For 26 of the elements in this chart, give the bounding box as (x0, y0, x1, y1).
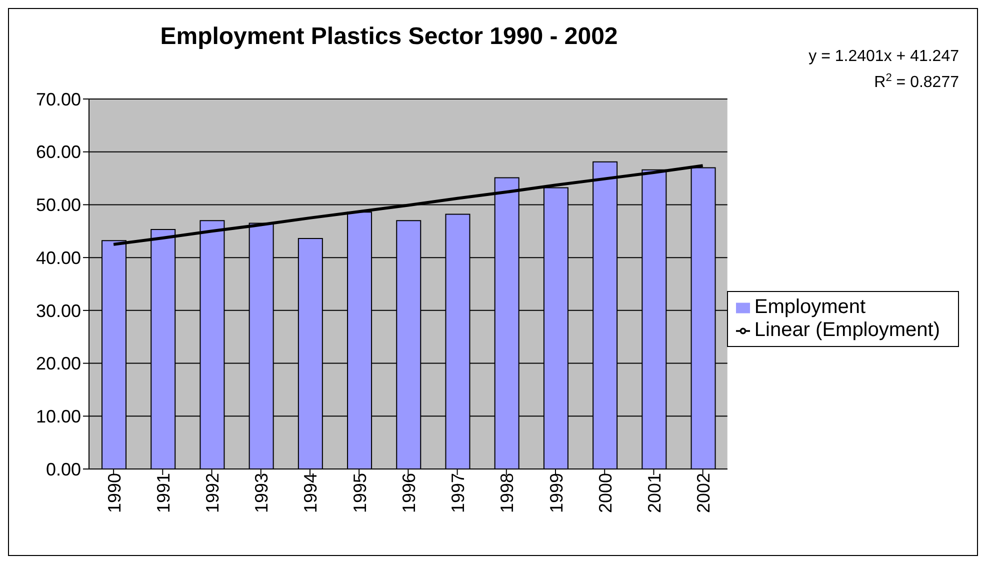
legend-label: Employment (754, 296, 866, 318)
y-tick-label: 20.00 (36, 354, 81, 374)
x-tick-label: 1999 (546, 473, 566, 514)
text: y = 1.2401x + 41.247 (808, 48, 960, 65)
x-tick-label: 1993 (252, 473, 272, 514)
y-tick-label: 40.00 (36, 248, 81, 268)
x-tick-label: 1994 (300, 473, 321, 514)
y-tick-label: 0.00 (46, 459, 81, 480)
x-tick-label: 1998 (497, 473, 518, 514)
x-tick-label: 2001 (644, 473, 664, 514)
x-tick-label: 1995 (350, 473, 370, 514)
y-tick-label: 60.00 (36, 142, 81, 162)
x-tick-label: 2002 (694, 473, 714, 514)
y-tick-label: 50.00 (36, 195, 81, 216)
legend-label: Linear (Employment) (754, 319, 940, 341)
chart-title: Employment Plastics Sector 1990 - 2002 (159, 23, 619, 51)
x-tick-label: 2000 (595, 473, 616, 514)
y-tick-label: 70.00 (36, 89, 81, 110)
x-tick-label: 1997 (448, 473, 468, 514)
x-tick-label: 1996 (398, 473, 419, 514)
x-tick-label: 1990 (104, 473, 124, 514)
x-tick-label: 1992 (202, 473, 223, 514)
y-tick-label: 30.00 (36, 300, 81, 321)
x-tick-label: 1991 (153, 473, 174, 514)
text: R$^{2}$ = 0.8277 (874, 72, 960, 91)
y-tick-label: 10.00 (36, 406, 81, 427)
